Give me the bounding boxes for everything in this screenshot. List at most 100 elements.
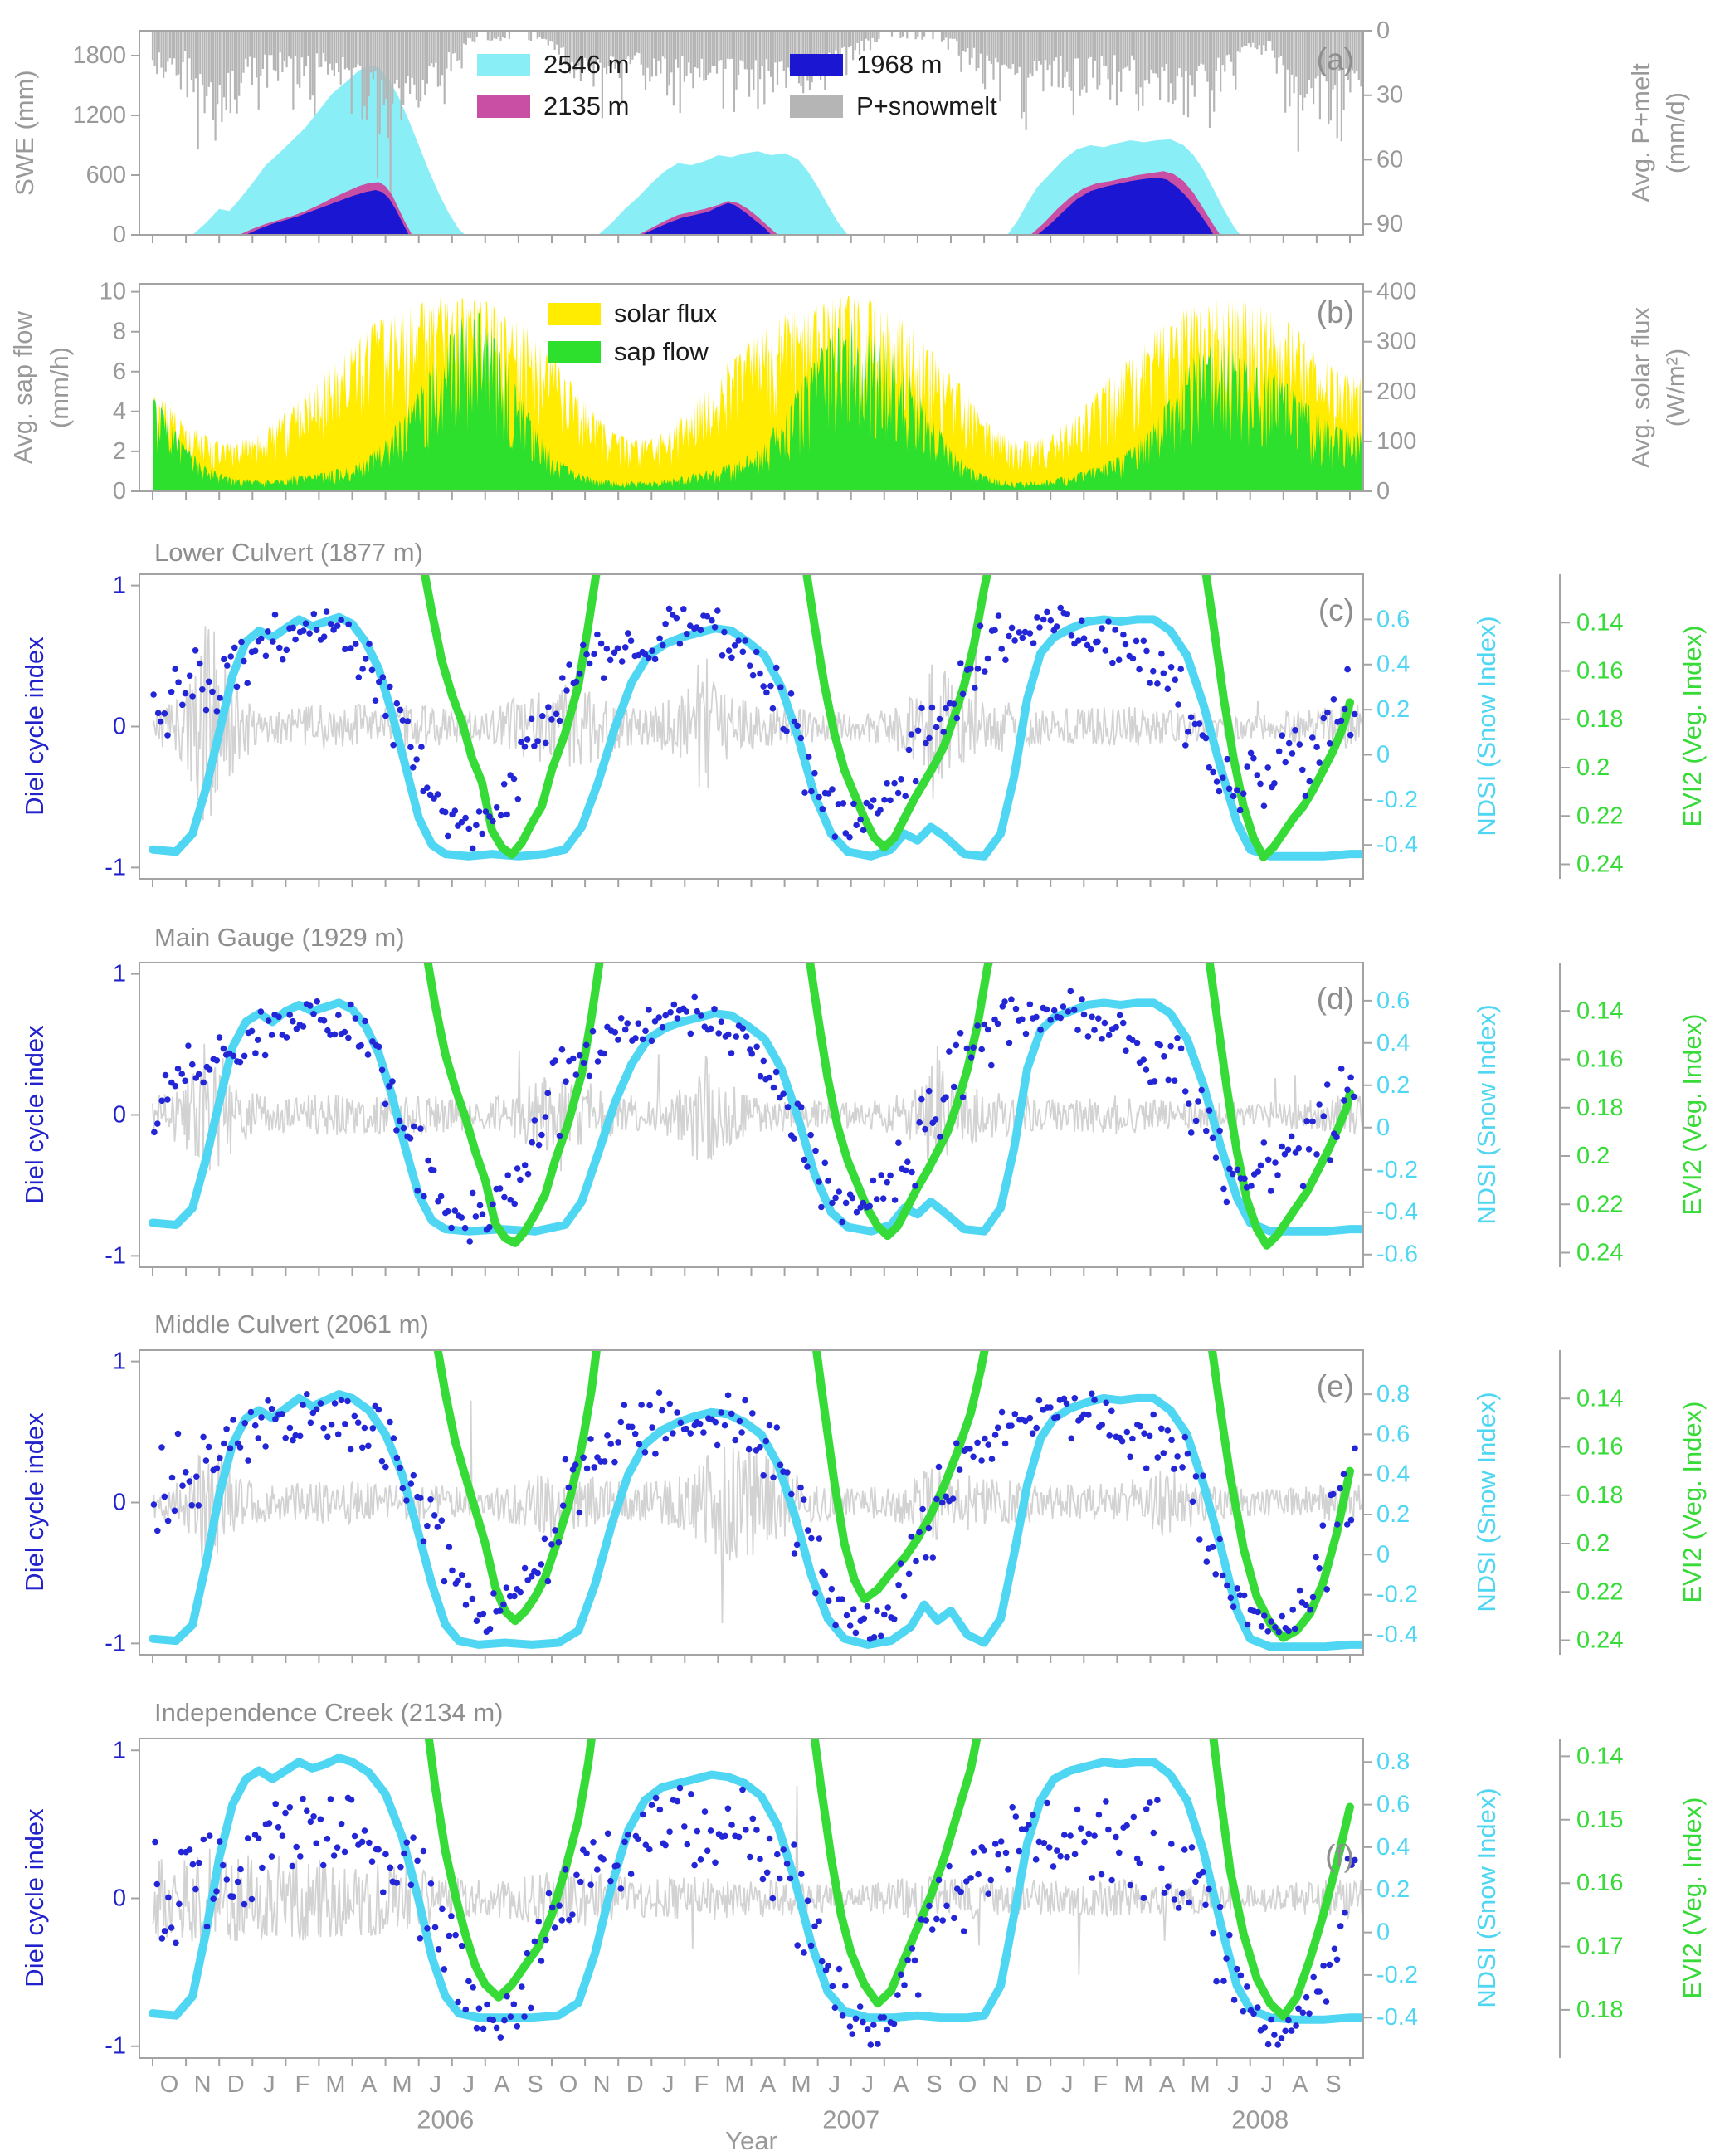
panel-title-d: Main Gauge (1929 m) bbox=[154, 923, 405, 952]
tick-label: -0.4 bbox=[1376, 832, 1418, 858]
tick-label: 0.18 bbox=[1576, 706, 1623, 733]
evi2-line bbox=[811, 1349, 989, 1603]
evi2-line bbox=[1209, 1738, 1354, 2021]
panel-title-c: Lower Culvert (1877 m) bbox=[154, 538, 423, 567]
tick-label: 0.6 bbox=[1376, 606, 1410, 632]
tick-label: 8 bbox=[113, 319, 126, 345]
month-label: A bbox=[361, 2071, 378, 2098]
legend-label: 2546 m bbox=[543, 50, 630, 79]
month-label: M bbox=[792, 2071, 811, 2098]
ndsi-line bbox=[149, 1754, 1363, 2024]
month-ticks bbox=[152, 235, 1351, 243]
tick-label: 0.2 bbox=[1376, 1876, 1410, 1903]
legend-label: sap flow bbox=[614, 337, 709, 366]
tick-label: 0 bbox=[1376, 17, 1390, 44]
month-label: F bbox=[694, 2071, 709, 2098]
month-label: O bbox=[160, 2071, 179, 2098]
month-label: F bbox=[295, 2071, 310, 2098]
tick-label: 200 bbox=[1376, 378, 1416, 405]
tick-label: 0 bbox=[113, 222, 126, 248]
panel-letter-f: (f) bbox=[1325, 1839, 1354, 1873]
sap-area bbox=[153, 312, 1363, 491]
tick-label: -1 bbox=[105, 854, 126, 880]
tick-label: 0.6 bbox=[1376, 1421, 1410, 1447]
month-label: N bbox=[992, 2071, 1010, 2098]
month-label: J bbox=[862, 2071, 875, 2098]
month-label: J bbox=[1227, 2071, 1240, 2098]
legend-swatch-2546 bbox=[477, 53, 530, 76]
legend-item-2135: 2135 m bbox=[477, 91, 629, 121]
evi2-axis bbox=[1559, 963, 1570, 1267]
left-ticks bbox=[131, 55, 139, 236]
tick-label: -0.2 bbox=[1376, 787, 1418, 813]
tick-label: 0 bbox=[1376, 478, 1390, 505]
tick-label: 0.15 bbox=[1576, 1807, 1623, 1833]
tick-label: 400 bbox=[1376, 279, 1416, 305]
legend-label: P+snowmelt bbox=[856, 91, 997, 120]
diel-axis-label-e: Diel cycle index bbox=[20, 1412, 49, 1592]
month-label: N bbox=[194, 2071, 212, 2098]
swe-area-2546 bbox=[598, 151, 848, 235]
swe-area-1968 bbox=[1037, 178, 1214, 235]
tick-label: 100 bbox=[1376, 428, 1416, 455]
tick-label: 0.8 bbox=[1376, 1381, 1410, 1407]
tick-label: 0.6 bbox=[1376, 988, 1410, 1014]
month-ticks bbox=[152, 491, 1351, 500]
tick-label: -1 bbox=[105, 1242, 126, 1269]
tick-label: 0 bbox=[113, 1102, 126, 1129]
evi2-line bbox=[805, 962, 994, 1241]
tick-label: 0.2 bbox=[1376, 1072, 1410, 1099]
tick-label: 0.16 bbox=[1576, 1046, 1623, 1073]
ndsi-line bbox=[149, 998, 1363, 1236]
panel-letter-d: (d) bbox=[1316, 982, 1354, 1016]
month-label: A bbox=[1159, 2071, 1176, 2098]
tick-label: -0.4 bbox=[1376, 2004, 1418, 2031]
tick-label: 0 bbox=[113, 1490, 126, 1516]
year-label: 2008 bbox=[1231, 2105, 1289, 2134]
tick-label: 4 bbox=[113, 398, 126, 425]
left-ticks bbox=[131, 973, 139, 1257]
tick-label: 0 bbox=[113, 478, 126, 505]
tick-label: 600 bbox=[86, 162, 126, 188]
ndsi-axis-label-c: NDSI (Snow Index) bbox=[1472, 616, 1501, 837]
legend-swatch-sap bbox=[548, 340, 601, 363]
diel-dots bbox=[150, 1389, 1358, 1642]
x-axis-title: Year bbox=[725, 2126, 777, 2155]
tick-label: 0.4 bbox=[1376, 1030, 1410, 1056]
tick-label: 300 bbox=[1376, 329, 1416, 355]
swe-area-1968 bbox=[641, 202, 772, 235]
right-ticks bbox=[1363, 999, 1372, 1256]
tick-label: 0.14 bbox=[1576, 998, 1623, 1024]
legend-swatch-1968 bbox=[790, 53, 843, 76]
ndsi-line bbox=[149, 612, 1363, 861]
month-ticks bbox=[152, 2058, 1351, 2066]
month-label: M bbox=[724, 2071, 744, 2098]
tick-label: 0 bbox=[1376, 741, 1390, 768]
tick-label: 0.24 bbox=[1576, 1627, 1623, 1654]
evi2-line bbox=[423, 962, 604, 1247]
legend-swatch-2135 bbox=[477, 95, 530, 118]
diel-axis-label-f: Diel cycle index bbox=[20, 1808, 49, 1988]
tick-label: 0.16 bbox=[1576, 658, 1623, 685]
evi2-axis-label-e: EVI2 (Veg. Index) bbox=[1678, 1401, 1707, 1603]
tick-label: 0.4 bbox=[1376, 1461, 1410, 1488]
diel-dots bbox=[150, 604, 1358, 852]
tick-label: -0.2 bbox=[1376, 1157, 1418, 1183]
tick-label: 0.17 bbox=[1576, 1934, 1623, 1960]
evi2-line bbox=[802, 573, 992, 852]
diel-axis-label-c: Diel cycle index bbox=[20, 637, 49, 816]
month-ticks bbox=[152, 1655, 1351, 1663]
year-label: 2007 bbox=[822, 2105, 879, 2134]
evi2-axis-label-c: EVI2 (Veg. Index) bbox=[1678, 625, 1707, 827]
month-label: M bbox=[1191, 2071, 1211, 2098]
tick-label: 0.22 bbox=[1576, 1578, 1623, 1605]
tick-label: -1 bbox=[105, 1630, 126, 1656]
swe-area-2546 bbox=[192, 66, 465, 235]
month-label: J bbox=[263, 2071, 275, 2098]
diel-axis-label-d: Diel cycle index bbox=[20, 1025, 49, 1204]
evi2-line bbox=[433, 1349, 602, 1626]
noise-line bbox=[152, 1043, 1363, 1178]
tick-label: 1 bbox=[113, 573, 126, 599]
tick-label: 0.16 bbox=[1576, 1870, 1623, 1896]
ndsi-axis-label-d: NDSI (Snow Index) bbox=[1472, 1004, 1501, 1225]
